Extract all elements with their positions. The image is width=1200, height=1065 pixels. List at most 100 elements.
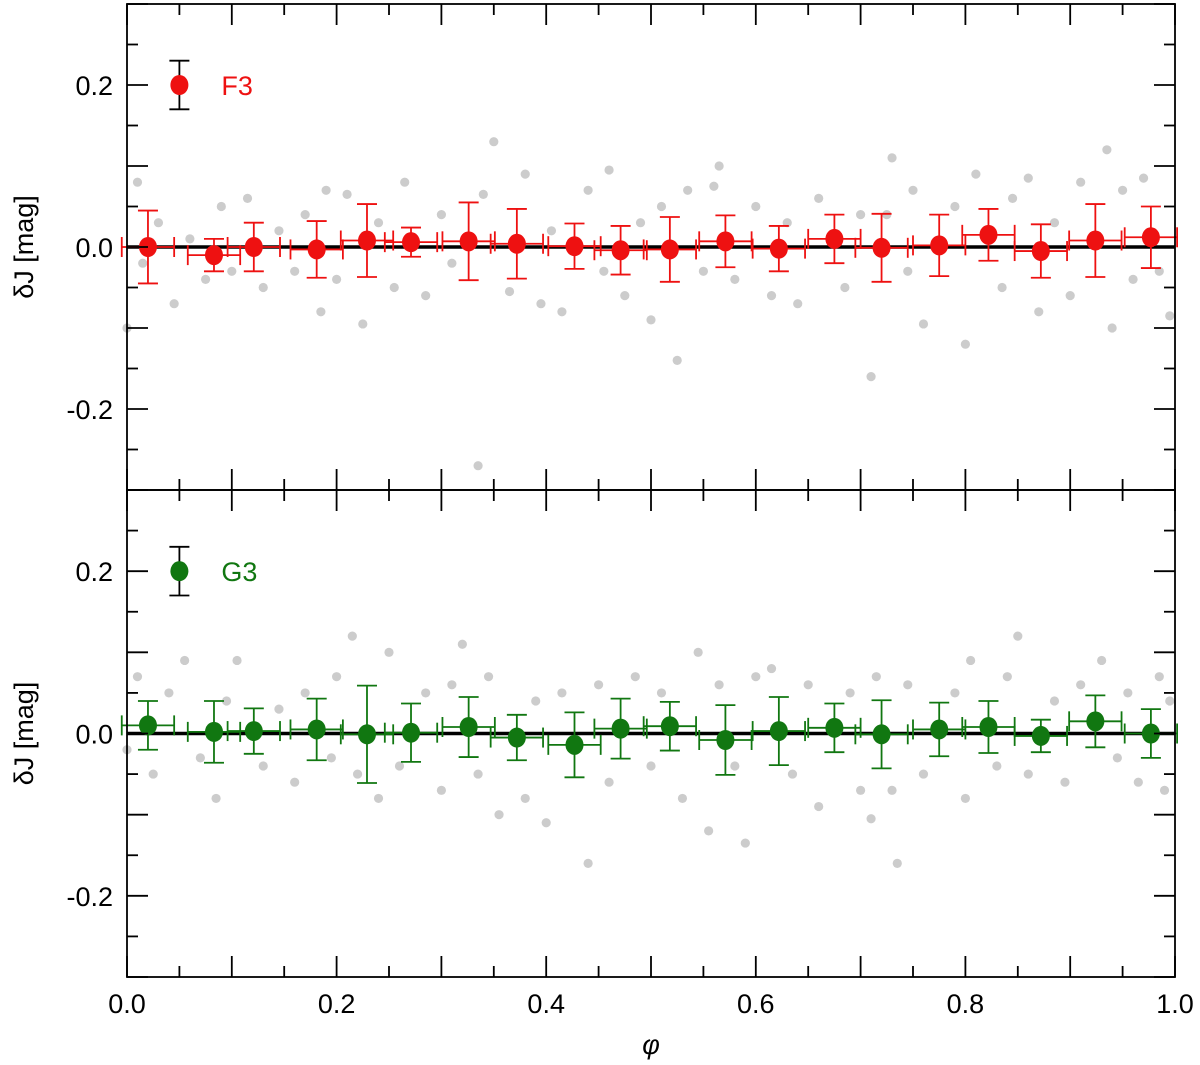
binned-marker: [872, 724, 891, 745]
background-point: [300, 688, 310, 698]
background-point: [531, 696, 541, 706]
binned-point: [912, 213, 967, 278]
background-point: [557, 688, 567, 698]
background-point: [803, 680, 813, 690]
x-tick-label: 0.6: [737, 989, 775, 1019]
background-point: [646, 761, 656, 771]
binned-point: [489, 208, 544, 280]
binned-point: [1123, 205, 1178, 269]
top-legend-label: F3: [221, 71, 253, 101]
background-point: [494, 810, 504, 820]
binned-point: [854, 212, 909, 283]
background-point: [599, 266, 609, 276]
binned-point: [698, 704, 753, 776]
background-point: [1023, 173, 1033, 183]
background-point: [1107, 323, 1117, 333]
binned-marker: [979, 224, 998, 245]
background-point: [992, 761, 1002, 771]
background-point: [866, 372, 876, 382]
binned-marker: [1086, 711, 1105, 732]
background-point: [326, 753, 336, 763]
background-point: [1065, 291, 1075, 301]
background-point: [740, 838, 750, 848]
background-point: [677, 793, 688, 804]
background-point: [908, 185, 918, 195]
binned-marker: [204, 721, 223, 742]
background-point: [782, 218, 792, 228]
background-point: [457, 639, 467, 649]
background-point: [1013, 631, 1023, 641]
binned-point: [289, 220, 344, 279]
background-point: [1034, 307, 1044, 317]
background-point: [971, 169, 981, 179]
background-point: [546, 226, 557, 236]
binned-point: [751, 696, 806, 767]
background-point: [856, 785, 866, 795]
bottom-y-axis-title: δJ [mag]: [9, 682, 39, 786]
background-point: [714, 161, 724, 171]
binned-point: [489, 713, 544, 762]
binned-point: [120, 700, 176, 751]
background-point: [966, 655, 976, 666]
y-tick-label: 0.0: [75, 720, 113, 750]
binned-point: [593, 225, 648, 276]
background-point: [504, 286, 515, 297]
background-point: [132, 672, 143, 682]
background-point: [903, 266, 913, 276]
background-point: [342, 189, 352, 199]
binned-marker: [1141, 227, 1160, 248]
binned-point: [289, 697, 344, 762]
background-point: [683, 185, 693, 195]
bottom-legend-label: G3: [221, 557, 257, 587]
background-point: [793, 299, 803, 309]
background-point: [918, 769, 929, 779]
background-point: [300, 210, 310, 220]
background-point: [630, 672, 640, 682]
binned-marker: [1031, 241, 1050, 262]
background-point: [845, 688, 855, 698]
binned-point: [441, 201, 496, 282]
background-point: [153, 218, 164, 228]
background-point: [290, 266, 300, 276]
background-point: [1154, 672, 1164, 682]
background-point: [358, 319, 368, 329]
background-point: [814, 193, 824, 203]
background-point: [227, 266, 237, 276]
binned-marker: [402, 722, 421, 743]
background-point: [714, 680, 724, 690]
x-tick-label: 1.0: [1156, 989, 1194, 1019]
binned-point: [593, 697, 648, 760]
background-point: [164, 688, 174, 698]
binned-marker: [244, 237, 263, 257]
background-point: [887, 785, 897, 795]
background-point: [1060, 777, 1070, 787]
background-point: [201, 274, 211, 284]
background-point: [394, 761, 405, 771]
binned-marker: [307, 239, 326, 260]
background-point: [332, 274, 342, 284]
background-point: [604, 777, 614, 787]
background-point: [1112, 753, 1122, 763]
background-point: [195, 753, 205, 763]
background-point: [950, 688, 960, 698]
top-panel: F3 0.2 0.0 -0.2 δJ [mag]: [9, 3, 1178, 491]
x-tick-label: 0.4: [527, 989, 565, 1019]
background-point: [887, 153, 897, 163]
top-y-axis-title: δJ [mag]: [9, 195, 39, 299]
background-point: [856, 210, 866, 220]
background-point: [751, 201, 761, 212]
background-point: [421, 688, 431, 698]
background-point: [211, 793, 221, 804]
binned-marker: [307, 719, 326, 740]
background-point: [892, 858, 902, 868]
x-axis-title: φ: [642, 1030, 660, 1060]
background-point: [473, 769, 483, 779]
background-point: [766, 663, 777, 674]
background-point: [1123, 688, 1133, 698]
bottom-binned-points: [120, 684, 1178, 784]
background-point: [656, 201, 667, 212]
background-point: [698, 266, 709, 276]
background-point: [1097, 655, 1107, 666]
background-point: [1159, 785, 1170, 795]
background-point: [1049, 218, 1060, 228]
